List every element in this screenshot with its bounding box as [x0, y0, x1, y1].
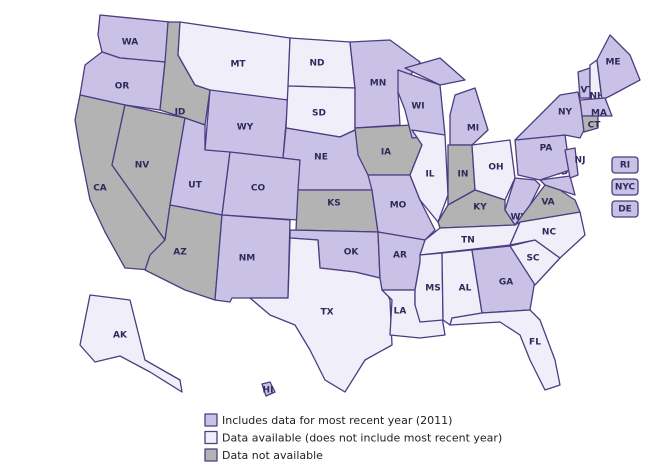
state-label: GA: [499, 278, 513, 288]
state-label: CT: [588, 121, 602, 131]
state-label: OK: [344, 248, 360, 258]
state: [514, 184, 581, 226]
state-label: IL: [425, 170, 434, 180]
state-label: TX: [320, 308, 333, 318]
state: [249, 237, 393, 393]
state: [79, 294, 183, 393]
state-label: OH: [488, 163, 503, 173]
state-label: WA: [122, 38, 139, 48]
state-label: MO: [390, 201, 407, 211]
state-label: ND: [309, 59, 324, 69]
state-label: MA: [591, 109, 607, 119]
state-label: KY: [473, 203, 487, 213]
state-label: MI: [467, 124, 479, 134]
state: [349, 39, 421, 129]
state-label: FL: [529, 338, 541, 348]
state: [295, 189, 379, 233]
state-label: UT: [188, 181, 202, 191]
states: WA OR CA NV ID MT WY UT AZ CO NM ND SD NE KS OK TX MN IA MO…: [74, 14, 641, 397]
state-label: SD: [312, 109, 326, 119]
state-label: IA: [381, 148, 391, 158]
state: [596, 34, 641, 101]
legend-swatch: [204, 448, 218, 462]
state: [409, 129, 449, 223]
state-label: AZ: [173, 248, 187, 258]
state-label: ID: [175, 108, 186, 118]
state-label: NY: [558, 108, 573, 118]
state-label: HI: [263, 386, 274, 396]
state-label: MT: [230, 60, 246, 70]
state-label: MS: [425, 284, 440, 294]
state: [514, 91, 586, 141]
state-label: IN: [458, 170, 469, 180]
state-label: AR: [393, 251, 407, 261]
legend-swatch: [204, 413, 218, 427]
state-label: NM: [239, 254, 256, 264]
state: [471, 245, 536, 314]
state-label: VT: [580, 86, 594, 96]
state-label: OR: [115, 82, 130, 92]
state-label: AK: [113, 331, 128, 341]
state-label: NH: [589, 92, 604, 102]
state-label: ME: [605, 58, 620, 68]
state-label: VA: [541, 198, 554, 208]
state-label: WY: [237, 123, 254, 133]
state: [449, 309, 561, 391]
state-label: NE: [314, 153, 328, 163]
state-label: NJ: [575, 156, 586, 166]
state-label: RI: [620, 161, 630, 171]
state-label: KS: [327, 199, 340, 209]
state-box: [611, 200, 639, 218]
legend: Includes data for most recent year (2011…: [204, 413, 502, 462]
state-label: DE: [618, 205, 632, 215]
state: [579, 97, 613, 117]
state: [539, 175, 576, 196]
state-label: NYC: [615, 183, 636, 193]
state-box: [611, 178, 639, 196]
state-label: WI: [411, 102, 424, 112]
state: [214, 214, 291, 303]
state-label: TN: [461, 236, 475, 246]
state: [514, 134, 571, 181]
legend-swatch: [204, 430, 218, 445]
state-label: WV: [511, 213, 528, 223]
state-label: MN: [370, 79, 387, 89]
state-box: [611, 156, 639, 174]
state-label: AL: [459, 284, 472, 294]
legend-label: Data not available: [222, 449, 323, 462]
state-label: CA: [93, 184, 107, 194]
state: [79, 51, 166, 111]
state: [581, 115, 599, 133]
state: [261, 381, 276, 397]
state: [564, 147, 579, 179]
state-label: CO: [251, 184, 266, 194]
state-label: SC: [526, 254, 539, 264]
state-label: LA: [394, 307, 407, 317]
legend-label: Data available (does not include most re…: [222, 432, 502, 445]
state-label: NV: [135, 161, 150, 171]
legend-label: Includes data for most recent year (2011…: [222, 414, 452, 427]
state: [471, 139, 516, 201]
state-label: NC: [542, 228, 557, 238]
state-label: PA: [540, 144, 553, 154]
